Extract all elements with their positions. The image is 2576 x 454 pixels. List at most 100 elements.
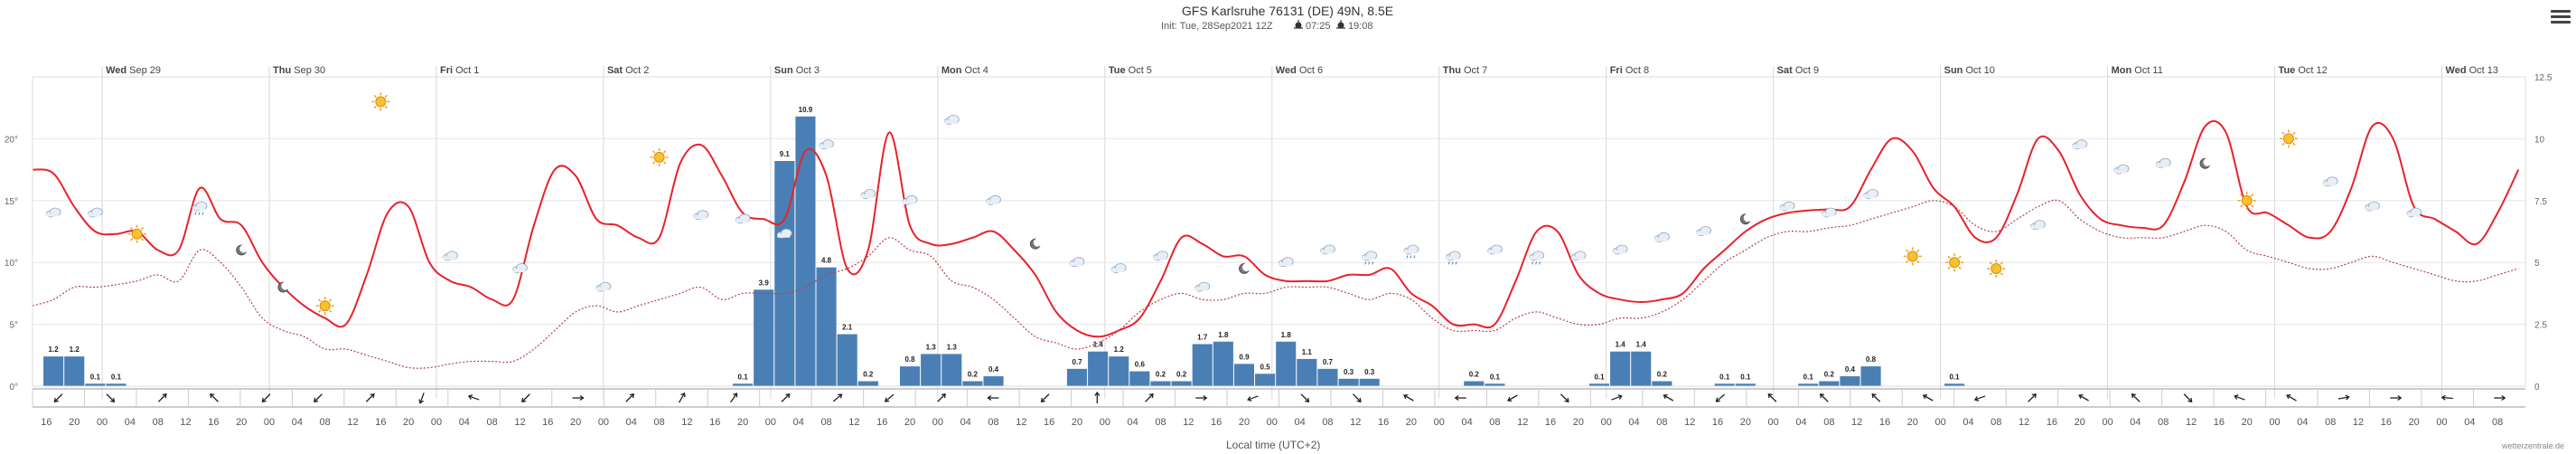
hour-tick-label: 04 — [960, 417, 971, 428]
hour-tick-label: 12 — [347, 417, 358, 428]
precip-bar — [1109, 356, 1129, 386]
wind-arrow-icon — [884, 393, 895, 402]
hour-tick-label: 04 — [2130, 417, 2140, 428]
precip-value-label: 1.4 — [1093, 341, 1104, 349]
rain-cloud-icon — [1403, 244, 1419, 259]
hour-tick-label: 20 — [69, 417, 80, 428]
hour-tick-label: 12 — [1851, 417, 1862, 428]
hour-tick-label: 00 — [2102, 417, 2112, 428]
hour-tick-label: 16 — [41, 417, 52, 428]
cloud-icon — [1069, 257, 1085, 268]
hour-tick-label: 12 — [1183, 417, 1194, 428]
day-label: Sat Oct 2 — [607, 65, 649, 76]
precip-bar — [1066, 368, 1088, 386]
cloud-icon — [1654, 232, 1670, 242]
hour-tick-label: 00 — [1100, 417, 1110, 428]
hour-tick-label: 04 — [1128, 417, 1138, 428]
cloud-icon — [595, 281, 612, 292]
hour-tick-label: 16 — [208, 417, 219, 428]
precip-value-label: 1.2 — [70, 345, 80, 354]
hour-tick-label: 16 — [1044, 417, 1054, 428]
temp-tick-label: 5° — [9, 321, 18, 331]
day-label: Tue Oct 5 — [1109, 65, 1152, 76]
wind-arrow-icon — [1560, 393, 1569, 403]
sunset-time: 19:08 — [1348, 21, 1373, 32]
hamburger-menu-icon[interactable] — [2551, 7, 2571, 24]
wind-arrow-icon — [2337, 394, 2350, 401]
precip-bar — [1359, 378, 1380, 386]
precip-value-label: 1.3 — [947, 343, 958, 351]
wind-arrow-icon — [418, 393, 425, 404]
day-label: Mon Oct 4 — [941, 65, 988, 76]
hour-tick-label: 16 — [2214, 417, 2225, 428]
hour-tick-label: 04 — [292, 417, 303, 428]
cloud-icon — [45, 207, 61, 218]
hour-tick-label: 08 — [653, 417, 664, 428]
wind-arrow-icon — [730, 393, 738, 403]
wind-arrow-icon — [937, 393, 946, 402]
hour-tick-label: 04 — [2297, 417, 2308, 428]
cloud-icon — [512, 263, 528, 273]
precip-value-label: 0.2 — [1657, 371, 1668, 379]
hour-tick-label: 12 — [681, 417, 692, 428]
precipitation-labels: 1.2 1.2 0.1 0.1 0.1 3.9 9.1 10.9 4.8 2.1 0.2 0.8 1.3… — [49, 106, 1961, 381]
hour-tick-label: 08 — [1489, 417, 1500, 428]
hour-tick-label: 12 — [2353, 417, 2364, 428]
wind-arrow-icon — [1973, 395, 1986, 402]
precip-bar — [795, 116, 816, 386]
hour-tick-label: 16 — [1712, 417, 1723, 428]
precip-bar — [1171, 381, 1192, 386]
precip-value-label: 0.2 — [863, 371, 874, 379]
cloud-icon — [1110, 263, 1127, 273]
hour-tick-label: 16 — [2047, 417, 2057, 428]
precip-bar — [983, 376, 1004, 386]
hour-tick-label: 04 — [1962, 417, 1973, 428]
hour-tick-label: 20 — [1239, 417, 1250, 428]
sun-icon — [650, 147, 669, 166]
precip-value-label: 1.8 — [1218, 331, 1229, 339]
hour-tick-label: 16 — [1211, 417, 1222, 428]
hour-tick-label: 08 — [320, 417, 331, 428]
precip-value-label: 0.2 — [1469, 371, 1480, 379]
wind-arrow-icon — [1819, 393, 1829, 402]
precip-bar — [1192, 344, 1213, 386]
moon-icon — [277, 281, 290, 293]
precip-value-label: 0.7 — [1072, 358, 1082, 366]
hour-tick-label: 20 — [1740, 417, 1751, 428]
precip-value-label: 0.1 — [1719, 373, 1730, 381]
precip-value-label: 0.1 — [1594, 373, 1605, 381]
wind-arrow-icon — [572, 394, 585, 402]
hour-tick-label: 08 — [820, 417, 831, 428]
temp-tick-label: 20° — [5, 135, 18, 145]
precip-value-label: 4.8 — [821, 257, 832, 265]
precip-value-label: 9.1 — [780, 150, 791, 158]
precip-bar — [64, 356, 85, 386]
hour-tick-label: 04 — [1294, 417, 1305, 428]
precip-bar — [1464, 381, 1485, 386]
precip-value-label: 1.2 — [49, 345, 60, 354]
day-label: Mon Oct 11 — [2112, 65, 2163, 76]
hour-tick-label: 04 — [1461, 417, 1472, 428]
precip-bar — [1213, 341, 1233, 386]
precip-bar — [1798, 383, 1819, 386]
hour-tick-label: 16 — [709, 417, 720, 428]
cloud-icon — [776, 228, 792, 239]
hour-tick-label: 08 — [988, 417, 998, 428]
precip-value-label: 1.1 — [1302, 348, 1313, 356]
precip-bar — [754, 289, 774, 386]
precip-bar — [1150, 381, 1171, 386]
moon-icon — [1029, 238, 1042, 250]
hour-tick-label: 20 — [737, 417, 748, 428]
precip-bar — [899, 366, 921, 386]
hour-tick-label: 08 — [1155, 417, 1166, 428]
wind-arrow-icon — [1195, 394, 1208, 402]
hour-tick-label: 16 — [542, 417, 553, 428]
wind-arrow-icon — [2028, 393, 2037, 402]
precip-value-label: 0.2 — [1156, 371, 1166, 379]
sun-icon — [1903, 247, 1922, 266]
cloud-icon — [2113, 164, 2130, 175]
wind-arrow-icon — [2494, 394, 2506, 402]
wind-arrow-icon — [1145, 393, 1154, 402]
wind-arrow-icon — [53, 393, 63, 403]
hour-tick-label: 08 — [1823, 417, 1834, 428]
